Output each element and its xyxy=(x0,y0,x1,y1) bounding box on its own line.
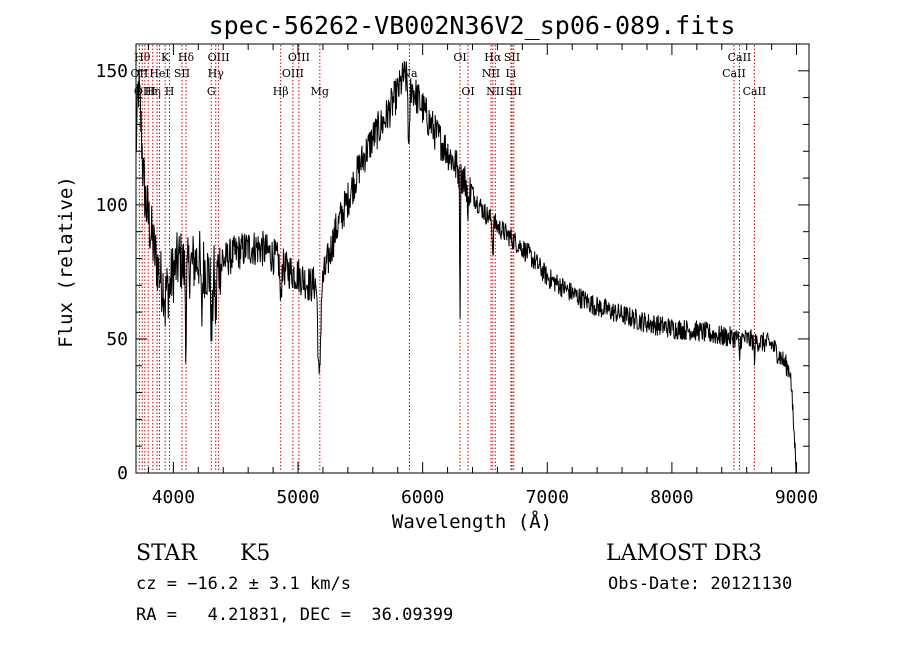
line-label: OI xyxy=(461,85,474,98)
line-label: NII xyxy=(486,85,504,98)
line-label: SII xyxy=(506,85,522,98)
object-class: STAR xyxy=(136,541,198,566)
line-label: CaII xyxy=(728,51,752,64)
chart-title: spec-56262-VB002N36V2_sp06-089.fits xyxy=(209,11,736,40)
x-tick-label: 8000 xyxy=(650,487,693,508)
line-label: SII xyxy=(174,67,190,80)
line-label: OIII xyxy=(282,67,304,80)
line-label: Hα xyxy=(484,51,502,64)
y-tick-label: 150 xyxy=(95,61,128,82)
line-label: G xyxy=(207,85,216,98)
x-axis-label: Wavelength (Å) xyxy=(392,510,552,533)
axis-ticks: 4000 5000 6000 7000 8000 9000 0 50 100 150 xyxy=(95,43,818,508)
survey-name: LAMOST DR3 xyxy=(606,541,762,566)
line-label: CaII xyxy=(722,67,746,80)
observation-date: Obs-Date: 20121130 xyxy=(608,574,792,594)
redshift-velocity: cz = −16.2 ± 3.1 km/s xyxy=(136,574,351,594)
line-label: CaII xyxy=(743,85,767,98)
line-label: Hδ xyxy=(178,51,195,64)
line-label: SII xyxy=(504,51,520,64)
line-label: H xyxy=(165,85,175,98)
spectrum-line xyxy=(135,60,797,474)
x-tick-label: 5000 xyxy=(276,487,319,508)
line-label: OI xyxy=(453,51,466,64)
x-tick-label: 4000 xyxy=(152,487,195,508)
line-label: Mg xyxy=(311,85,329,98)
coordinates: RA = 4.21831, DEC = 36.09399 xyxy=(136,605,453,625)
line-label: Hβ xyxy=(273,85,289,98)
x-tick-label: 7000 xyxy=(526,487,569,508)
line-label: OIII xyxy=(208,51,230,64)
line-label: Hθ xyxy=(134,51,151,64)
y-tick-label: 50 xyxy=(106,329,128,350)
line-label: Li xyxy=(505,67,516,80)
line-label: Hγ xyxy=(208,67,225,80)
line-label: K xyxy=(161,51,170,64)
object-subclass: K5 xyxy=(240,541,270,566)
y-axis-label: Flux (relative) xyxy=(55,176,77,348)
line-label: NII xyxy=(482,67,500,80)
plot-frame xyxy=(135,43,810,474)
emission-line-markers: OIIHθOIIIHηHeIKHSIIHδGHγOIIIHβOIIIOIIIMg… xyxy=(131,45,767,472)
x-tick-label: 9000 xyxy=(775,487,818,508)
y-tick-label: 0 xyxy=(117,463,128,484)
line-label: Hη xyxy=(145,85,161,98)
x-tick-label: 6000 xyxy=(401,487,444,508)
line-label: OIII xyxy=(288,51,310,64)
y-tick-label: 100 xyxy=(95,195,128,216)
line-label: HeI xyxy=(149,67,169,80)
